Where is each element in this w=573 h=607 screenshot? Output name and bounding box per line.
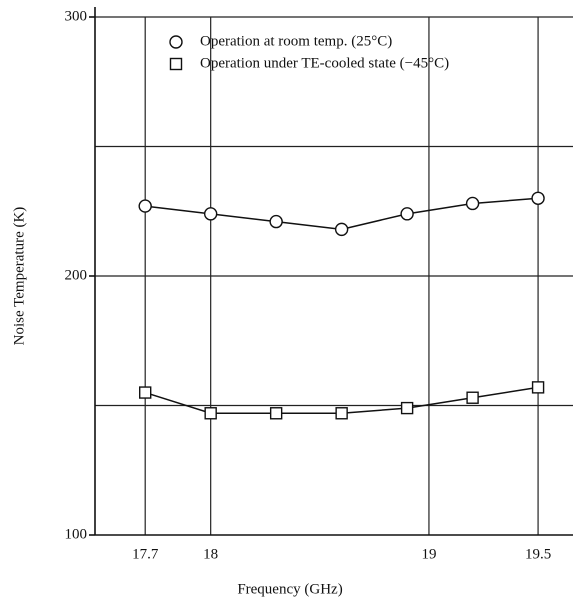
marker xyxy=(205,408,216,419)
marker xyxy=(532,192,544,204)
marker xyxy=(140,387,151,398)
x-tick-label: 17.7 xyxy=(132,546,159,562)
y-tick-label: 200 xyxy=(65,267,88,283)
legend-marker xyxy=(170,36,182,48)
legend-marker xyxy=(171,59,182,70)
y-axis-label: Noise Temperature (K) xyxy=(11,207,27,346)
marker xyxy=(139,200,151,212)
x-tick-label: 18 xyxy=(203,546,218,562)
x-tick-label: 19 xyxy=(421,546,436,562)
marker xyxy=(467,392,478,403)
legend-label: Operation at room temp. (25°C) xyxy=(200,33,392,49)
marker xyxy=(467,197,479,209)
chart: Frequency (GHz) Noise Temperature (K) 10… xyxy=(0,0,573,607)
marker xyxy=(336,223,348,235)
x-tick-label: 19.5 xyxy=(525,546,551,562)
marker xyxy=(336,408,347,419)
marker xyxy=(205,208,217,220)
marker xyxy=(533,382,544,393)
legend-label: Operation under TE-cooled state (−45°C) xyxy=(200,55,449,71)
marker xyxy=(271,408,282,419)
y-tick-label: 300 xyxy=(65,8,88,24)
marker xyxy=(402,403,413,414)
marker xyxy=(270,216,282,228)
x-axis-label: Frequency (GHz) xyxy=(237,581,342,597)
marker xyxy=(401,208,413,220)
y-tick-label: 100 xyxy=(65,526,88,542)
